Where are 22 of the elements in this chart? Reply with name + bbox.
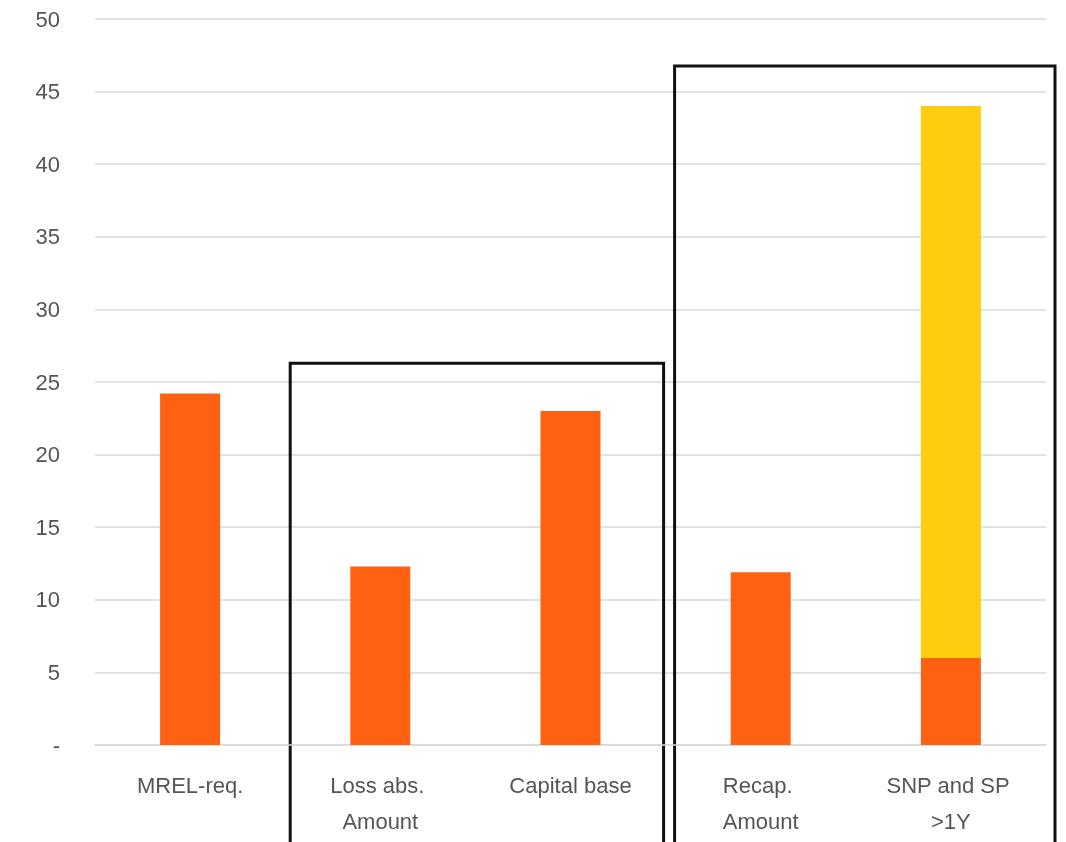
- x-tick-label: Recap. Amount: [722, 772, 799, 834]
- y-tick-label: 20: [35, 442, 60, 468]
- bar: [540, 411, 601, 745]
- bar: [920, 106, 981, 658]
- y-tick-label: 10: [35, 587, 60, 613]
- y-tick-label: 5: [47, 659, 60, 685]
- y-tick-label: -: [52, 732, 60, 758]
- bar: [160, 393, 221, 745]
- y-tick-label: 45: [35, 79, 60, 105]
- bar: [350, 566, 411, 745]
- y-tick-label: 15: [35, 514, 60, 540]
- x-tick-label: Loss abs. Amount: [330, 772, 431, 834]
- y-tick-label: 25: [35, 369, 60, 395]
- y-tick-label: 40: [35, 151, 60, 177]
- y-tick-label: 35: [35, 224, 60, 250]
- bar: [730, 572, 791, 745]
- y-tick-label: 30: [35, 296, 60, 322]
- y-tick-label: 50: [35, 6, 60, 32]
- x-tick-label: MREL-req.: [136, 772, 244, 798]
- x-tick-label: Capital base: [509, 772, 632, 798]
- bar: [920, 657, 981, 745]
- x-tick-label: SNP and SP >1Y: [886, 772, 1016, 834]
